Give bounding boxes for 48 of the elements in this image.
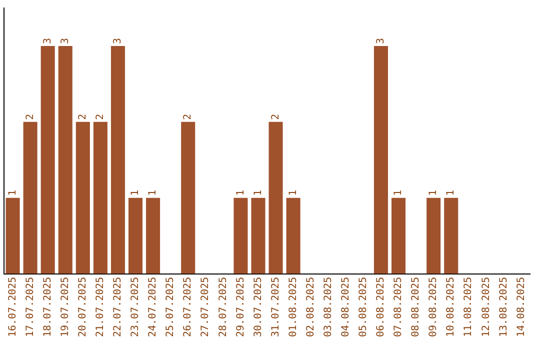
x-tick-label: 23.07.2025: [130, 276, 142, 338]
data-label: 1: [428, 190, 440, 196]
x-tick-label: 28.07.2025: [218, 276, 229, 338]
data-label: 1: [446, 190, 457, 196]
x-tick-label: 25.07.2025: [165, 276, 176, 338]
x-tick-label: 12.08.2025: [480, 276, 492, 338]
x-tick-label: 05.08.2025: [358, 276, 370, 338]
x-tick-label: 16.07.2025: [7, 276, 18, 338]
x-tick-label: 11.08.2025: [463, 276, 474, 338]
data-label: 2: [95, 114, 106, 120]
data-label: 2: [77, 114, 88, 120]
x-tick-label: 04.08.2025: [340, 276, 352, 338]
x-tick-label: 08.08.2025: [410, 276, 422, 338]
x-tick-label: 22.07.2025: [112, 276, 124, 338]
data-label: 1: [130, 190, 142, 196]
data-label: 3: [112, 38, 124, 44]
data-label: 1: [7, 190, 18, 196]
x-tick-label: 01.08.2025: [288, 276, 299, 338]
x-tick-label: 21.07.2025: [95, 276, 106, 338]
data-label: 2: [182, 114, 194, 120]
x-tick-label: 30.07.2025: [252, 276, 264, 338]
data-label: 1: [148, 190, 159, 196]
x-tick-label: 19.07.2025: [60, 276, 71, 338]
data-label: 2: [270, 114, 282, 120]
data-label: 3: [42, 38, 54, 44]
data-label: 2: [24, 114, 36, 120]
data-label: 1: [288, 190, 299, 196]
data-label: 3: [60, 38, 71, 44]
x-tick-label: 18.07.2025: [42, 276, 54, 338]
x-tick-label: 14.08.2025: [516, 276, 527, 338]
data-label: 1: [393, 190, 404, 196]
x-tick-label: 07.08.2025: [393, 276, 404, 338]
x-tick-label: 06.08.2025: [376, 276, 387, 338]
x-tick-label: 02.08.2025: [305, 276, 316, 338]
x-tick-label: 13.08.2025: [498, 276, 510, 338]
x-tick-label: 31.07.2025: [270, 276, 282, 338]
x-tick-label: 29.07.2025: [235, 276, 246, 338]
x-tick-label: 09.08.2025: [428, 276, 440, 338]
data-label: 3: [376, 38, 387, 44]
x-tick-label: 20.07.2025: [77, 276, 88, 338]
data-label: 1: [252, 190, 264, 196]
x-tick-label: 27.07.2025: [200, 276, 212, 338]
x-tick-label: 03.08.2025: [322, 276, 334, 338]
x-tick-label: 24.07.2025: [148, 276, 159, 338]
x-tick-label: 10.08.2025: [446, 276, 457, 338]
data-label: 1: [235, 190, 246, 196]
x-tick-label: 17.07.2025: [24, 276, 36, 338]
x-tick-label: 26.07.2025: [182, 276, 194, 338]
